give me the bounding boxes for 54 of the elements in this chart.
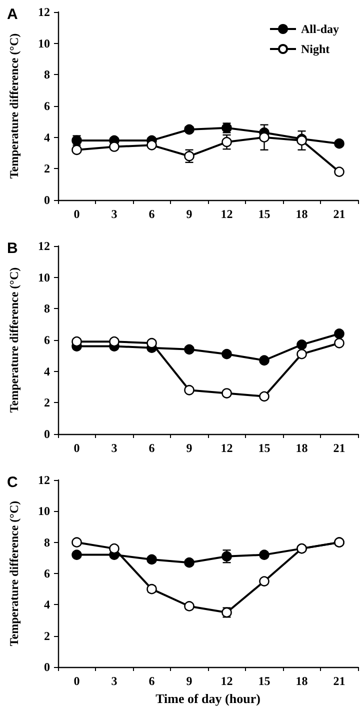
x-tick-label: 0 xyxy=(74,207,80,221)
y-tick-label: 6 xyxy=(44,566,50,580)
x-tick-label: 12 xyxy=(220,674,233,688)
y-tick-label: 2 xyxy=(44,162,50,176)
x-tick-label: 0 xyxy=(74,441,80,455)
y-tick-label: 10 xyxy=(38,504,50,518)
y-axis-title: Temperature difference (°C) xyxy=(7,267,21,413)
y-tick-label: 4 xyxy=(44,598,50,612)
x-tick-label: 18 xyxy=(296,674,308,688)
x-tick-label: 6 xyxy=(148,207,155,221)
y-tick-label: 10 xyxy=(38,270,50,284)
y-tick-label: 0 xyxy=(44,660,50,674)
y-tick-label: 12 xyxy=(38,473,50,487)
x-tick-label: 21 xyxy=(333,674,346,688)
y-tick-label: 12 xyxy=(38,5,50,19)
x-tick-label: 3 xyxy=(111,674,118,688)
x-tick-label: 15 xyxy=(258,207,270,221)
y-axis-title: Temperature difference (°C) xyxy=(7,33,21,179)
x-tick-label: 0 xyxy=(74,674,80,688)
x-tick-label: 6 xyxy=(148,441,155,455)
x-tick-label: 3 xyxy=(111,441,118,455)
y-tick-label: 0 xyxy=(44,193,50,207)
y-tick-label: 8 xyxy=(44,302,50,316)
x-tick-label: 15 xyxy=(258,674,270,688)
y-tick-label: 10 xyxy=(38,36,50,50)
x-tick-label: 21 xyxy=(333,441,346,455)
chart-title: B xyxy=(7,240,18,257)
x-tick-label: 12 xyxy=(220,207,233,221)
x-tick-label: 3 xyxy=(111,207,118,221)
y-tick-label: 8 xyxy=(44,535,50,550)
x-tick-label: 9 xyxy=(186,441,192,455)
x-tick-label: 18 xyxy=(296,207,308,221)
chart-title: C xyxy=(7,474,18,491)
y-tick-label: 8 xyxy=(44,68,50,82)
x-tick-label: 9 xyxy=(186,674,192,688)
y-tick-label: 6 xyxy=(44,333,50,347)
x-tick-label: 15 xyxy=(258,441,270,455)
chart-title: A xyxy=(7,6,18,23)
x-tick-label: 9 xyxy=(186,207,192,221)
y-tick-label: 4 xyxy=(44,130,50,144)
y-tick-label: 2 xyxy=(44,396,50,410)
y-tick-label: 4 xyxy=(44,364,50,378)
x-tick-label: 21 xyxy=(333,207,346,221)
x-tick-label: 6 xyxy=(148,674,155,688)
y-tick-label: 2 xyxy=(44,628,50,643)
y-tick-label: 6 xyxy=(44,99,50,113)
y-axis-title: Temperature difference (°C) xyxy=(7,500,21,646)
y-tick-label: 0 xyxy=(44,427,50,441)
x-tick-label: 18 xyxy=(296,441,308,455)
x-axis-title: Time of day (hour) xyxy=(156,690,260,706)
x-tick-label: 12 xyxy=(220,441,233,455)
legend-label: All-day xyxy=(300,22,340,36)
y-tick-label: 12 xyxy=(38,239,50,253)
legend-label: Night xyxy=(300,42,330,56)
